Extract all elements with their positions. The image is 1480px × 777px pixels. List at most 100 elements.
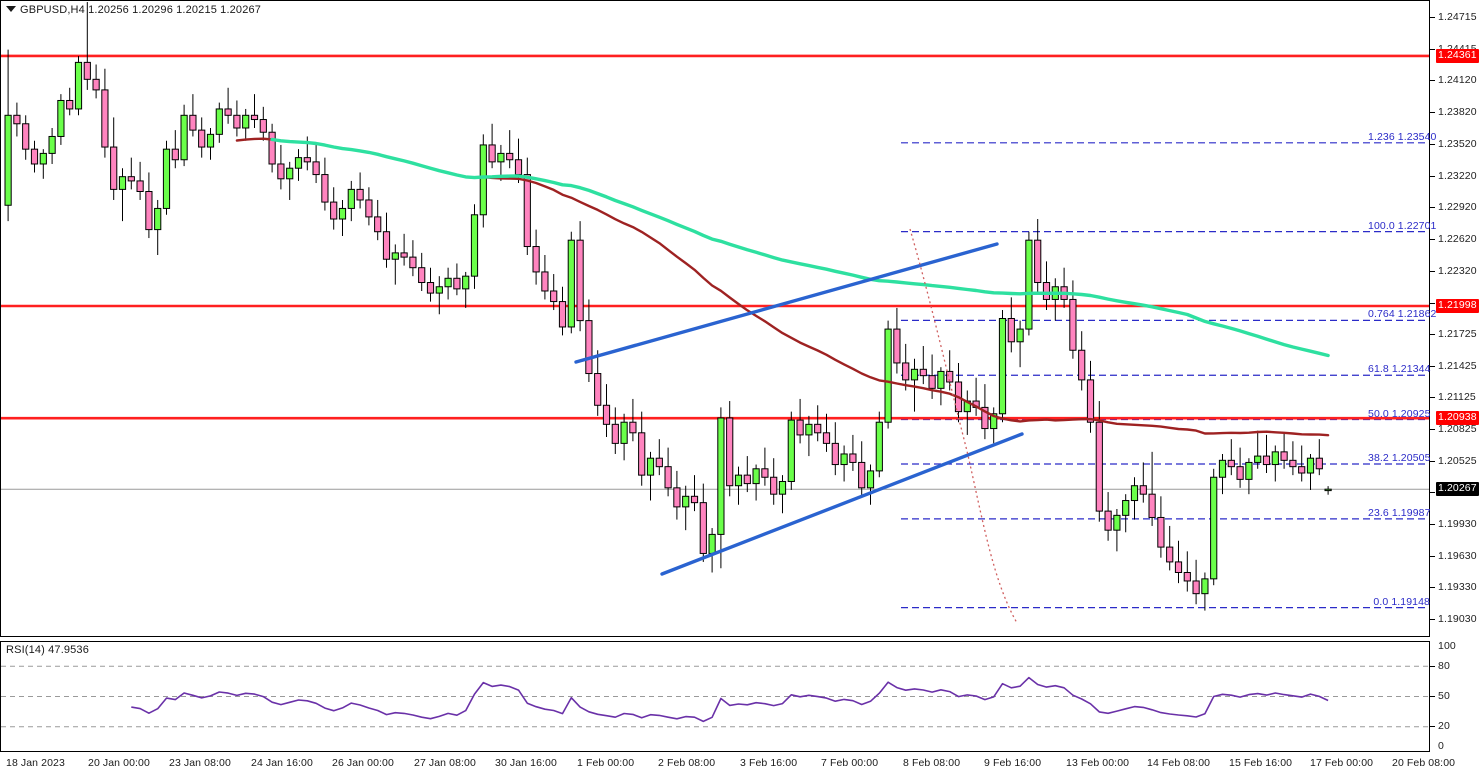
candle-body (198, 129, 206, 148)
price-tick-label: 1.24715 (1438, 11, 1477, 23)
price-tick-label: 1.19030 (1438, 613, 1477, 625)
candle-body (893, 328, 901, 364)
trendline-lower[interactable] (660, 432, 1024, 576)
time-tick-label: 1 Feb 00:00 (577, 757, 635, 769)
rsi-indicator-panel[interactable] (0, 641, 1430, 752)
candle-body (1183, 572, 1191, 582)
candle-body (602, 404, 611, 425)
candle-body (303, 157, 311, 163)
time-tick-label: 30 Jan 16:00 (495, 757, 557, 769)
level-price-tag: 1.20938 (1436, 411, 1479, 425)
candle-body (629, 421, 637, 434)
candle-body (1025, 239, 1033, 330)
candle-body (189, 114, 197, 131)
candle-body (919, 368, 927, 377)
price-axis[interactable]: 1.247151.244151.241201.238201.235201.232… (1430, 0, 1480, 637)
rsi-chart-canvas[interactable] (1, 642, 1429, 751)
price-tick-mark (1430, 80, 1435, 81)
candle-body (884, 328, 892, 423)
candle-body (1210, 476, 1218, 580)
rsi-tick-label: 50 (1438, 690, 1450, 702)
price-chart-panel[interactable] (0, 0, 1430, 637)
candle-body (866, 470, 875, 489)
fib-level-label: 0.764 1.21862 (1368, 308, 1437, 320)
candle-body (673, 487, 681, 508)
fib-level-label: 61.8 1.21344 (1368, 363, 1431, 375)
price-tick-mark (1430, 461, 1435, 462)
time-tick-label: 17 Feb 00:00 (1310, 757, 1374, 769)
candle-body (708, 533, 716, 554)
candle-body (1262, 455, 1271, 466)
candle-body (594, 373, 602, 406)
fib-level-label: 23.6 1.19987 (1368, 507, 1431, 519)
price-tick-label: 1.21125 (1438, 391, 1476, 403)
candle-body (444, 277, 452, 288)
price-tick-label: 1.24120 (1438, 74, 1477, 86)
price-tick-label: 1.22620 (1438, 233, 1477, 245)
candle-body (1095, 421, 1103, 512)
candle-body (145, 191, 153, 231)
candle-body (321, 174, 329, 203)
candle-body (1007, 318, 1015, 343)
level-price-tag: 1.24361 (1436, 49, 1479, 63)
candle-body (567, 239, 575, 328)
candle-body (646, 457, 655, 476)
candle-body (22, 123, 30, 150)
price-tick-mark (1430, 524, 1435, 525)
candle-body (690, 495, 699, 504)
candle-body (743, 474, 751, 485)
rsi-tick-label: 20 (1438, 720, 1450, 732)
candle-body (541, 271, 549, 292)
candle-body (127, 176, 135, 182)
candle-body (664, 466, 672, 489)
candle-body (1016, 328, 1024, 343)
price-tick-mark (1430, 334, 1435, 335)
trendline-upper[interactable] (574, 242, 999, 364)
candle-body (1201, 578, 1209, 595)
price-tick-label: 1.23520 (1438, 138, 1477, 150)
candle-body (620, 421, 628, 444)
candle-body (611, 423, 619, 444)
candle-body (462, 275, 470, 290)
candle-body (682, 495, 690, 508)
candle-body (717, 417, 725, 535)
price-tick-mark (1430, 429, 1435, 430)
candle-body (374, 216, 382, 233)
candle-body (726, 417, 734, 487)
candle-body (805, 423, 813, 436)
collapse-triangle-icon[interactable] (6, 6, 16, 12)
price-tick-mark (1430, 587, 1435, 588)
candle-body (770, 476, 778, 495)
candle-body (831, 442, 839, 466)
candle-body (488, 144, 496, 163)
candle-body (312, 161, 320, 176)
rsi-tick-mark (1430, 666, 1435, 667)
candle-body (910, 368, 919, 381)
price-tick-label: 1.22320 (1438, 265, 1477, 277)
candle-body (858, 461, 866, 489)
candle-body (1324, 488, 1332, 492)
candle-body (1236, 466, 1244, 480)
candle-body (902, 362, 910, 381)
candle-body (655, 457, 663, 468)
price-tick-mark (1430, 619, 1435, 620)
candle-body (13, 114, 21, 125)
candle-body (74, 61, 83, 110)
candle-body (162, 148, 171, 209)
price-tick-mark (1430, 144, 1435, 145)
price-chart-canvas[interactable] (1, 1, 1429, 636)
price-tick-mark (1430, 366, 1435, 367)
candle-body (1130, 485, 1139, 502)
time-tick-label: 14 Feb 08:00 (1147, 757, 1211, 769)
fib-level-label: 0.0 1.19148 (1373, 596, 1430, 608)
candle-body (1166, 546, 1174, 563)
candle-body (136, 180, 144, 193)
fast-moving-average-line (270, 137, 1330, 358)
candle-body (1086, 379, 1095, 423)
rsi-tick-label: 80 (1438, 660, 1450, 672)
candle-body (981, 406, 989, 430)
candle-body (1157, 516, 1165, 548)
price-tick-mark (1430, 49, 1435, 50)
price-tick-mark (1430, 303, 1435, 304)
price-tick-label: 1.19930 (1438, 518, 1477, 530)
